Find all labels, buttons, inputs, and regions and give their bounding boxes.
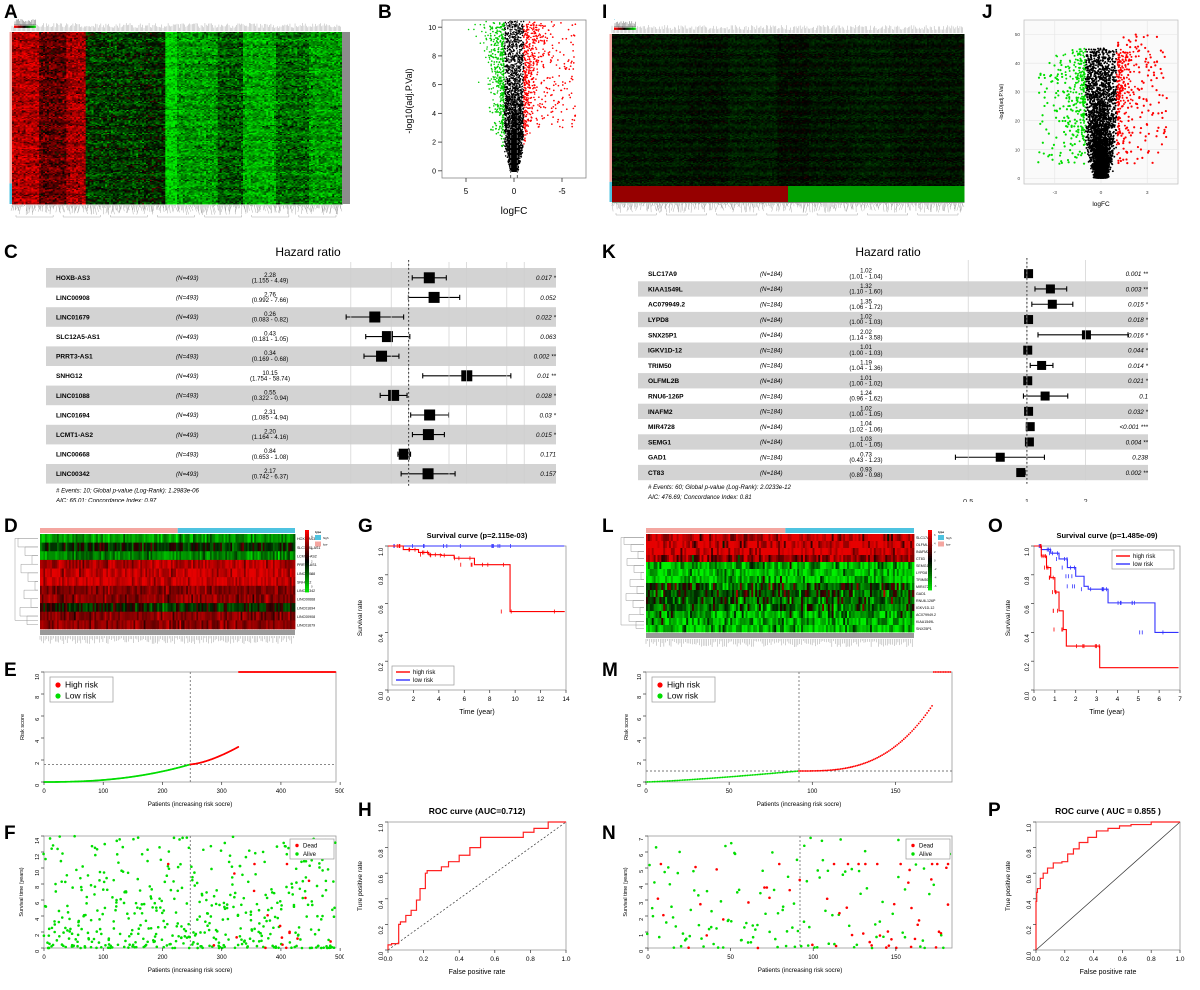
panel-N-survival-scatter: 0 1 2 3 4 5 6 7 0 50 100 150 Patients (increasing ri… [618, 826, 958, 986]
panel-P-roc: ROC curve ( AUC = 0.855 ) 0.0 0.2 0.4 0.6 0.8… [1000, 802, 1198, 988]
panel-C-forest: Hazard ratio HOXB-AS3 (N=493) 2.28 (1.155 - … [8, 244, 593, 502]
panel-F-survival-scatter: 0 2 4 6 8 10 12 14 0 100 200 300 400 500 Patients (inc… [14, 826, 344, 986]
panel-E-riskscore: 0 2 4 6 8 10 0 100 200 300 400 500 Patients (increas… [14, 662, 344, 820]
panel-G-km: Survival curve (p=2.115e-03) 0.0 0.2 0.4 0.6… [352, 520, 592, 790]
panel-L-heatmap: SLC17A9 OLFML2B INAFM2 CT83 SEMG1 LYPD8 TRIM50… [612, 520, 987, 650]
panel-M-riskscore: 0 2 4 6 8 10 0 50 100 150 Patients (increasing ris… [618, 662, 958, 820]
panel-I-heatmap: ▪ [608, 14, 976, 226]
panel-O-km: Survival curve (p=1.485e-09) 0.0 0.2 0.4 0.6… [1000, 520, 1198, 790]
panel-J-volcano: -log10(adj.P.Val) 0 10 20 30 40 50 -3 0 3 logFC [992, 6, 1192, 234]
panel-label-B: B [378, 2, 392, 24]
panel-D-heatmap: HOXB-AS3SLC12A5-AS1LCMT1-AS2PRRT3-AS1LIN… [10, 520, 350, 650]
panel-B-volcano: -log10(adj.P.Val) 0 2 4 6 8 10 5 0 -5 logFC [400, 6, 595, 234]
panel-label-P: P [988, 800, 1001, 822]
panel-label-N: N [602, 823, 616, 845]
panel-A-heatmap: ▪ [8, 14, 368, 224]
panel-H-roc: ROC curve (AUC=0.712) 0.0 0.2 0.4 0.6 0.8 1.0 0… [352, 802, 592, 988]
panel-K-forest: Hazard ratio SLC17A9 (N=184) 1.02 (1.01 - 1.… [608, 244, 1193, 502]
panel-label-I: I [602, 2, 607, 24]
panel-label-J: J [982, 2, 993, 24]
panel-label-M: M [602, 660, 618, 682]
